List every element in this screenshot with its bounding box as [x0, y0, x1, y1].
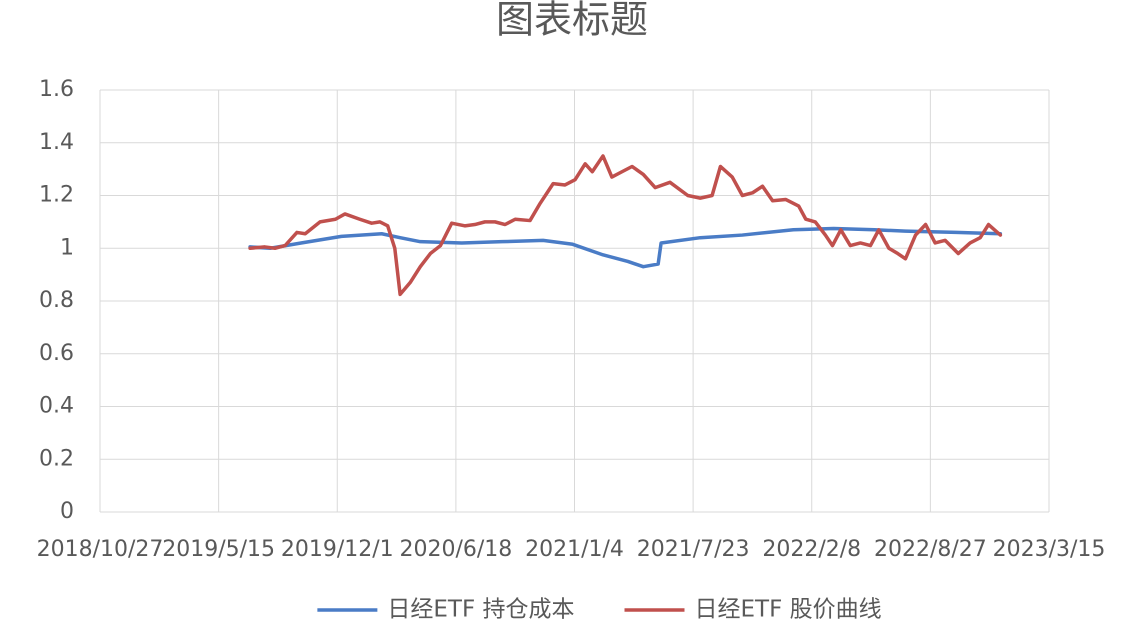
y-tick-label: 1: [60, 235, 74, 260]
y-tick-label: 0.4: [39, 394, 74, 419]
y-tick-label: 0.6: [39, 341, 74, 366]
x-tick-label: 2021/7/23: [637, 537, 750, 562]
legend-label: 日经ETF 股价曲线: [695, 597, 882, 623]
legend-item: 日经ETF 持仓成本: [317, 597, 575, 623]
y-tick-label: 0.8: [39, 288, 74, 313]
x-tick-label: 2023/3/15: [993, 537, 1106, 562]
y-tick-label: 1.6: [39, 77, 74, 102]
x-tick-label: 2021/1/4: [525, 537, 624, 562]
x-tick-label: 2022/8/27: [874, 537, 987, 562]
x-tick-label: 2020/6/18: [399, 537, 512, 562]
series-line: [248, 154, 1003, 297]
y-tick-label: 1.4: [39, 130, 74, 155]
legend-label: 日经ETF 持仓成本: [387, 597, 574, 623]
y-tick-label: 1.2: [39, 183, 74, 208]
x-tick-label: 2019/12/1: [281, 537, 394, 562]
y-tick-label: 0.2: [39, 446, 74, 471]
y-tick-label: 0: [60, 499, 74, 524]
legend-item: 日经ETF 股价曲线: [624, 597, 882, 623]
chart-title: 图表标题: [496, 0, 648, 42]
legend: 日经ETF 持仓成本 日经ETF 股价曲线: [317, 597, 882, 623]
x-tick-label: 2018/10/27: [37, 537, 164, 562]
x-tick-label: 2022/2/8: [762, 537, 861, 562]
x-tick-label: 2019/5/15: [162, 537, 275, 562]
